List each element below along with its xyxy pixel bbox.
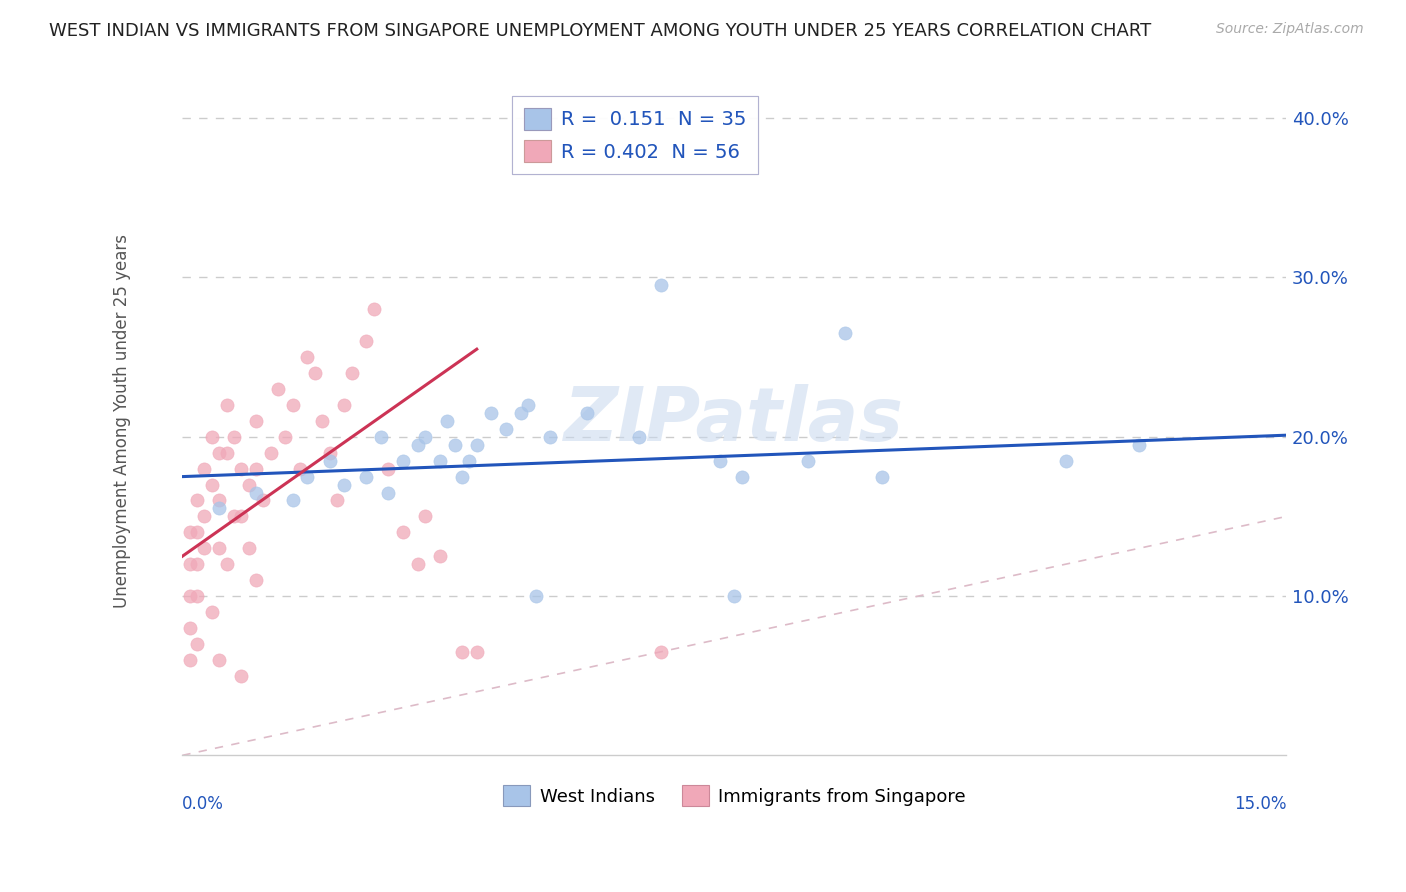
Point bbox=[834, 326, 856, 341]
Text: 15.0%: 15.0% bbox=[1234, 796, 1286, 814]
Point bbox=[650, 645, 672, 659]
Point bbox=[370, 430, 392, 444]
Point bbox=[318, 446, 340, 460]
Point bbox=[215, 446, 238, 460]
Point bbox=[429, 453, 451, 467]
Point bbox=[186, 637, 208, 651]
Point bbox=[356, 334, 378, 349]
Point bbox=[377, 461, 399, 475]
Point bbox=[252, 493, 274, 508]
Point bbox=[392, 525, 415, 540]
Point bbox=[179, 589, 201, 603]
Point bbox=[179, 621, 201, 635]
Point bbox=[215, 398, 238, 412]
Point bbox=[267, 382, 290, 396]
Point bbox=[281, 493, 304, 508]
Point bbox=[231, 461, 253, 475]
Point bbox=[495, 422, 517, 436]
Text: ZIPatlas: ZIPatlas bbox=[564, 384, 904, 458]
Point bbox=[311, 414, 333, 428]
Text: Source: ZipAtlas.com: Source: ZipAtlas.com bbox=[1216, 22, 1364, 37]
Legend: R =  0.151  N = 35, R = 0.402  N = 56: R = 0.151 N = 35, R = 0.402 N = 56 bbox=[512, 96, 758, 174]
Point bbox=[723, 589, 745, 603]
Point bbox=[193, 541, 215, 556]
Point bbox=[524, 589, 547, 603]
Point bbox=[201, 605, 224, 619]
Point bbox=[413, 430, 436, 444]
Point bbox=[245, 573, 267, 587]
Point bbox=[340, 366, 363, 380]
Point bbox=[481, 406, 503, 420]
Point bbox=[627, 430, 650, 444]
Point bbox=[436, 414, 458, 428]
Point bbox=[245, 414, 267, 428]
Point bbox=[797, 453, 820, 467]
Point bbox=[222, 430, 245, 444]
Point bbox=[208, 493, 231, 508]
Point bbox=[451, 469, 474, 483]
Point bbox=[274, 430, 297, 444]
Point bbox=[208, 541, 231, 556]
Point bbox=[363, 302, 385, 317]
Point bbox=[245, 485, 267, 500]
Text: Unemployment Among Youth under 25 years: Unemployment Among Youth under 25 years bbox=[112, 234, 131, 607]
Point bbox=[333, 398, 356, 412]
Point bbox=[538, 430, 561, 444]
Point bbox=[406, 558, 429, 572]
Point bbox=[186, 589, 208, 603]
Point bbox=[193, 509, 215, 524]
Point bbox=[465, 645, 488, 659]
Point bbox=[208, 446, 231, 460]
Point bbox=[465, 438, 488, 452]
Point bbox=[333, 477, 356, 491]
Point bbox=[245, 461, 267, 475]
Point bbox=[392, 453, 415, 467]
Point bbox=[179, 653, 201, 667]
Point bbox=[709, 453, 731, 467]
Point bbox=[509, 406, 531, 420]
Point bbox=[413, 509, 436, 524]
Point bbox=[406, 438, 429, 452]
Point bbox=[288, 461, 311, 475]
Point bbox=[260, 446, 283, 460]
Point bbox=[186, 493, 208, 508]
Text: 0.0%: 0.0% bbox=[183, 796, 224, 814]
Point bbox=[326, 493, 349, 508]
Point bbox=[238, 541, 260, 556]
Point bbox=[304, 366, 326, 380]
Point bbox=[870, 469, 893, 483]
Point bbox=[443, 438, 465, 452]
Point bbox=[186, 525, 208, 540]
Point bbox=[356, 469, 378, 483]
Point bbox=[231, 509, 253, 524]
Point bbox=[186, 558, 208, 572]
Point bbox=[297, 469, 319, 483]
Point bbox=[231, 669, 253, 683]
Point bbox=[731, 469, 754, 483]
Point bbox=[1054, 453, 1077, 467]
Point bbox=[576, 406, 599, 420]
Point bbox=[201, 430, 224, 444]
Point bbox=[1128, 438, 1150, 452]
Point bbox=[201, 477, 224, 491]
Point bbox=[458, 453, 481, 467]
Point bbox=[208, 653, 231, 667]
Point bbox=[179, 525, 201, 540]
Point bbox=[222, 509, 245, 524]
Point bbox=[238, 477, 260, 491]
Text: WEST INDIAN VS IMMIGRANTS FROM SINGAPORE UNEMPLOYMENT AMONG YOUTH UNDER 25 YEARS: WEST INDIAN VS IMMIGRANTS FROM SINGAPORE… bbox=[49, 22, 1152, 40]
Point bbox=[318, 453, 340, 467]
Point bbox=[451, 645, 474, 659]
Point bbox=[429, 549, 451, 564]
Point bbox=[193, 461, 215, 475]
Point bbox=[650, 278, 672, 293]
Point bbox=[377, 485, 399, 500]
Point bbox=[208, 501, 231, 516]
Point bbox=[179, 558, 201, 572]
Point bbox=[281, 398, 304, 412]
Point bbox=[215, 558, 238, 572]
Point bbox=[297, 350, 319, 364]
Point bbox=[517, 398, 540, 412]
